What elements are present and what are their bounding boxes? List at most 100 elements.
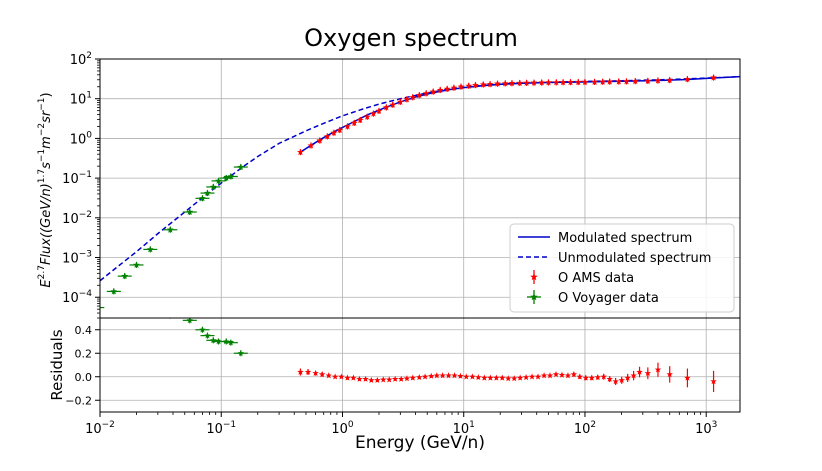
- ams-residual-point: [325, 372, 332, 379]
- x-axis-ticks: 10−2 10−1 100 101 102 103: [85, 412, 717, 437]
- ams-data-point: [472, 81, 479, 89]
- ams-data-point: [422, 89, 430, 97]
- ams-data-point: [396, 98, 404, 105]
- ams-data-point: [684, 75, 691, 83]
- ams-data-point: [316, 137, 324, 144]
- ams-data-point: [552, 78, 560, 86]
- ams-data-point: [330, 129, 338, 136]
- ams-residual-point: [606, 375, 613, 383]
- voyager-data-point: [143, 245, 158, 253]
- voyager-data-point: [233, 163, 248, 171]
- ams-residual-point: [475, 373, 482, 381]
- ams-residual-point: [469, 373, 476, 380]
- ams-data-point: [644, 77, 652, 84]
- bottom-panel-frame: [99, 317, 741, 413]
- ams-residual-point: [416, 373, 423, 381]
- ams-residual-point: [445, 372, 452, 379]
- ams-data-point: [508, 79, 516, 87]
- ams-residual-point: [564, 372, 572, 379]
- top-y-tick-label: 10−3: [62, 250, 92, 267]
- ams-residual-point: [304, 368, 312, 375]
- bottom-panel-series: [168, 318, 717, 393]
- ams-residual-point: [499, 374, 506, 381]
- ams-data-point: [591, 78, 598, 85]
- ams-data-point: [631, 77, 639, 85]
- ams-residual-point: [421, 373, 429, 380]
- ams-data-point: [538, 79, 546, 86]
- voyager-data-point: [211, 177, 226, 184]
- ams-data-point: [389, 101, 397, 108]
- ams-residual-point: [433, 372, 441, 379]
- ams-residual-point: [594, 373, 601, 381]
- top-y-tick-label: 10−1: [62, 170, 92, 187]
- ams-data-point: [623, 77, 630, 85]
- ams-residual-point: [386, 376, 393, 383]
- ylabel-exp-4: −2: [37, 123, 47, 136]
- bottom-y-tick-label: 0.4: [75, 324, 93, 337]
- ams-residual-point: [522, 373, 530, 381]
- ams-residual-point: [576, 373, 584, 380]
- ams-data-point: [403, 95, 411, 103]
- ams-data-point: [436, 86, 444, 94]
- ams-data-point: [545, 78, 552, 86]
- ylabel-m: m: [39, 136, 54, 149]
- ams-residual-point: [534, 373, 542, 380]
- top-y-axis-label: E2.7Flux((GeV/n)1.7s−1m−2sr−1): [37, 92, 54, 287]
- legend-voyager-label: O Voyager data: [558, 291, 659, 306]
- voyager-residual-point: [195, 326, 210, 333]
- ams-data-point: [429, 88, 437, 95]
- ams-data-point: [363, 113, 371, 120]
- ams-data-point: [559, 78, 567, 86]
- ams-data-point: [370, 110, 377, 117]
- x-tick-label: 101: [453, 420, 475, 437]
- legend-ams-label: O AMS data: [558, 271, 634, 286]
- legend-ams-swatch: [530, 270, 538, 284]
- ams-data-point: [599, 78, 607, 85]
- x-tick-label: 103: [695, 420, 717, 437]
- top-y-tick-label: 10−2: [62, 210, 92, 227]
- ams-residual-point: [644, 367, 652, 380]
- unmodulated-spectrum-line: [100, 75, 740, 282]
- ylabel-exp-3: −1: [37, 149, 47, 162]
- ams-residual-point: [344, 374, 351, 381]
- ams-data-point: [479, 80, 487, 88]
- voyager-residual-point: [200, 332, 215, 339]
- voyager-data-point: [223, 172, 238, 180]
- ams-residual-point: [374, 376, 381, 384]
- voyager-data-point: [163, 226, 178, 233]
- ams-residual-point: [331, 373, 339, 380]
- ams-residual-point: [654, 362, 662, 377]
- voyager-data-point: [206, 183, 221, 190]
- ams-residual-point: [582, 374, 590, 381]
- ylabel-s: s: [39, 162, 54, 169]
- top-panel-y-ticks: 102 101 100 10−1 10−2 10−3 10−4: [62, 51, 100, 319]
- ams-data-point: [465, 82, 473, 89]
- voyager-data-point: [200, 189, 215, 197]
- ams-data-point: [443, 85, 451, 92]
- ams-residual-point: [636, 366, 643, 378]
- bottom-panel-y-ticks: 0.4 0.2 0.0 −0.2: [65, 324, 100, 407]
- ams-data-point: [523, 79, 531, 86]
- ams-data-point: [457, 83, 465, 90]
- ams-residual-point: [380, 376, 387, 383]
- voyager-data-point: [195, 194, 210, 202]
- bottom-y-tick-label: −0.2: [65, 394, 92, 407]
- ams-data-point: [415, 91, 423, 99]
- ams-residual-point: [666, 366, 673, 383]
- voyager-data-point: [129, 261, 144, 268]
- ams-data-point: [574, 78, 582, 86]
- ams-residual-point: [457, 372, 464, 379]
- ams-residual-point: [391, 375, 399, 382]
- ylabel-e: E: [39, 279, 54, 288]
- legend-voyager-swatch: [527, 290, 541, 304]
- modulated-spectrum-line: [300, 75, 740, 153]
- ams-residual-point: [397, 375, 405, 382]
- ams-residual-point: [516, 374, 524, 381]
- ylabel-exp-1: 2.7: [37, 265, 47, 279]
- ams-data-point: [530, 79, 538, 86]
- top-panel-series: [100, 74, 740, 309]
- bottom-panel-grid: [99, 318, 740, 412]
- legend-box: [509, 223, 735, 313]
- ams-residual-point: [600, 373, 607, 380]
- ams-data-point: [581, 78, 589, 86]
